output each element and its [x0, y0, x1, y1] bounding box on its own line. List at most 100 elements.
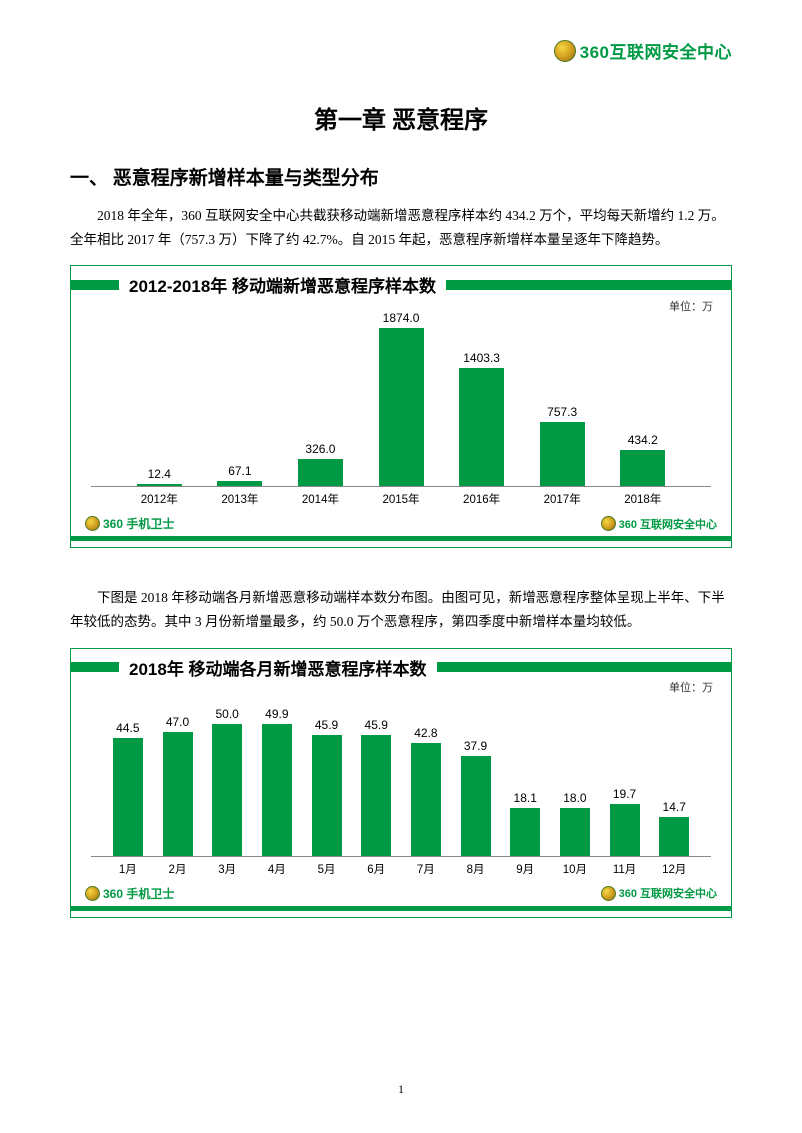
bar-column: 1403.3 [441, 351, 522, 486]
chart1-unit: 单位：万 [669, 298, 713, 314]
bar-column: 434.2 [602, 433, 683, 487]
bar [212, 724, 242, 856]
logo-icon [85, 516, 100, 531]
x-axis-label: 3月 [202, 861, 252, 877]
x-axis-label: 7月 [401, 861, 451, 877]
chart-title-bar: 2012-2018年 移动端新增恶意程序样本数 [71, 272, 731, 297]
bar-column: 14.7 [649, 800, 699, 856]
bar-column: 49.9 [252, 707, 302, 856]
chart1-title: 2012-2018年 移动端新增恶意程序样本数 [119, 272, 446, 297]
bar [461, 756, 491, 856]
chart2-footer-left-text: 360 手机卫士 [103, 885, 174, 902]
x-axis-label: 4月 [252, 861, 302, 877]
bar [217, 481, 262, 487]
bar-value-label: 757.3 [547, 405, 577, 419]
chart2-footer: 360 手机卫士 360 互联网安全中心 [71, 883, 731, 902]
chart-title-bar: 2018年 移动端各月新增恶意程序样本数 [71, 655, 731, 680]
x-axis-label: 2012年 [119, 491, 200, 507]
bar [560, 808, 590, 855]
bar-value-label: 42.8 [414, 726, 437, 740]
x-axis-label: 2016年 [441, 491, 522, 507]
chart2-footer-right: 360 互联网安全中心 [601, 885, 717, 901]
chart2-title: 2018年 移动端各月新增恶意程序样本数 [119, 655, 437, 680]
bar-column: 18.0 [550, 791, 600, 855]
x-axis-label: 12月 [649, 861, 699, 877]
section-title: 一、 恶意程序新增样本量与类型分布 [70, 163, 732, 190]
bar-value-label: 18.0 [563, 791, 586, 805]
x-axis-label: 10月 [550, 861, 600, 877]
bar-column: 1874.0 [361, 311, 442, 486]
bar-column: 12.4 [119, 467, 200, 486]
chart-yearly-samples: 2012-2018年 移动端新增恶意程序样本数 单位：万 12.4 67.1 326… [70, 265, 732, 548]
chart1-footer-right-text: 360 互联网安全中心 [619, 516, 717, 532]
bar-value-label: 45.9 [315, 718, 338, 732]
x-axis-label: 6月 [351, 861, 401, 877]
bar-value-label: 14.7 [663, 800, 686, 814]
x-axis-label: 2017年 [522, 491, 603, 507]
chart2-footer-stripe [71, 906, 731, 911]
bar-column: 44.5 [103, 721, 153, 855]
header-logo: 360互联网安全中心 [554, 38, 732, 63]
bar [113, 738, 143, 855]
chart1-footer-right: 360 互联网安全中心 [601, 516, 717, 532]
x-axis-label: 9月 [500, 861, 550, 877]
bar-column: 67.1 [200, 464, 281, 487]
logo-icon [554, 40, 576, 62]
x-axis-label: 2013年 [200, 491, 281, 507]
chart1-footer-left-text: 360 手机卫士 [103, 515, 174, 532]
bar [540, 422, 585, 486]
bar-column: 50.0 [202, 707, 252, 856]
page-number: 1 [0, 1082, 802, 1097]
bar-value-label: 434.2 [628, 433, 658, 447]
bar [262, 724, 292, 856]
bar-column: 45.9 [351, 718, 401, 856]
x-axis-label: 2015年 [361, 491, 442, 507]
bar-value-label: 67.1 [228, 464, 251, 478]
x-axis-label: 2018年 [602, 491, 683, 507]
bar [510, 808, 540, 856]
chart-monthly-samples: 2018年 移动端各月新增恶意程序样本数 单位：万 44.5 47.0 50.0 49… [70, 648, 732, 918]
logo-icon [601, 886, 616, 901]
x-axis-label: 2014年 [280, 491, 361, 507]
bar-column: 19.7 [600, 787, 650, 856]
green-stripe-left [71, 280, 119, 290]
bar [361, 735, 391, 856]
bar-value-label: 12.4 [148, 467, 171, 481]
chapter-title: 第一章 恶意程序 [70, 100, 732, 135]
bar-column: 37.9 [451, 739, 501, 856]
bar [459, 368, 504, 486]
green-stripe-left [71, 662, 119, 672]
chart2-unit: 单位：万 [669, 679, 713, 695]
bar-column: 757.3 [522, 405, 603, 486]
x-axis-label: 2月 [153, 861, 203, 877]
chart2-x-labels: 1月2月3月4月5月6月7月8月9月10月11月12月 [91, 857, 711, 883]
bar-value-label: 47.0 [166, 715, 189, 729]
bar-column: 45.9 [302, 718, 352, 856]
bar [610, 804, 640, 856]
chart1-footer-stripe [71, 536, 731, 541]
bar-value-label: 19.7 [613, 787, 636, 801]
bar [379, 328, 424, 486]
bar [163, 732, 193, 856]
chart1-bars-area: 12.4 67.1 326.0 1874.0 1403.3 757.3 434.2 [91, 301, 711, 487]
paragraph-2: 下图是 2018 年移动端各月新增恶意移动端样本数分布图。由图可见，新增恶意程序… [70, 586, 732, 633]
paragraph-1: 2018 年全年，360 互联网安全中心共截获移动端新增恶意程序样本约 434.… [70, 204, 732, 251]
bar-value-label: 1874.0 [383, 311, 420, 325]
x-axis-label: 5月 [302, 861, 352, 877]
bar-column: 326.0 [280, 442, 361, 486]
bar-column: 18.1 [500, 791, 550, 856]
logo-icon [601, 516, 616, 531]
bar-column: 47.0 [153, 715, 203, 856]
bar-value-label: 1403.3 [463, 351, 500, 365]
bar-value-label: 37.9 [464, 739, 487, 753]
bar [137, 484, 182, 486]
bar [312, 735, 342, 856]
chart1-x-labels: 2012年2013年2014年2015年2016年2017年2018年 [91, 487, 711, 513]
bar-value-label: 44.5 [116, 721, 139, 735]
bar [659, 817, 689, 856]
bar [298, 459, 343, 486]
bar-value-label: 50.0 [216, 707, 239, 721]
bar [411, 743, 441, 856]
bar-value-label: 18.1 [514, 791, 537, 805]
bar [620, 450, 665, 487]
